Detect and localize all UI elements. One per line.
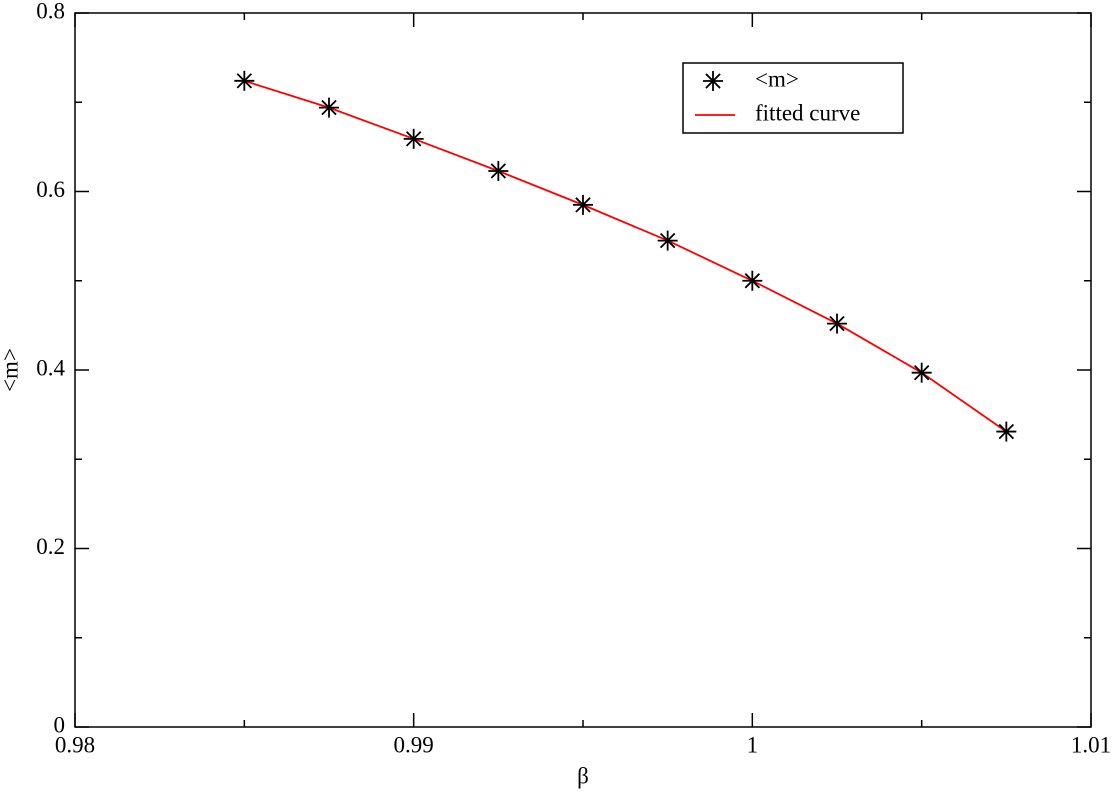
y-tick-label: 0.4	[36, 355, 65, 380]
x-tick-label: 1	[747, 732, 759, 757]
y-tick-label: 0	[54, 712, 66, 737]
star-stroke	[744, 273, 761, 289]
star-marker	[319, 97, 339, 118]
star-stroke	[998, 423, 1015, 440]
fit-line	[244, 79, 1007, 433]
star-marker	[742, 270, 763, 291]
y-tick-label: 0.2	[36, 534, 65, 559]
legend-label: <m>	[755, 66, 799, 91]
star-marker	[657, 230, 678, 251]
star-stroke	[405, 131, 422, 147]
star-stroke	[913, 364, 930, 381]
y-tick-label: 0.6	[36, 177, 65, 202]
y-tick-label: 0.8	[36, 0, 65, 23]
star-marker	[996, 421, 1017, 442]
x-tick-label: 0.99	[394, 732, 434, 757]
star-stroke	[236, 73, 253, 89]
star-marker	[403, 128, 424, 149]
x-tick-label: 1.01	[1071, 732, 1111, 757]
star-stroke	[705, 73, 721, 89]
star-marker	[911, 362, 932, 383]
star-stroke	[321, 99, 337, 116]
star-stroke	[659, 232, 676, 249]
y-axis-title: <m>	[0, 348, 22, 392]
star-marker	[827, 313, 847, 334]
plot-frame	[74, 12, 1092, 728]
star-stroke	[575, 197, 591, 213]
x-axis-title: β	[577, 763, 589, 788]
star-marker	[703, 71, 723, 91]
star-stroke	[829, 315, 845, 332]
star-marker	[488, 160, 509, 181]
star-marker	[234, 70, 255, 91]
legend-label: fitted curve	[755, 100, 860, 125]
star-marker	[573, 194, 593, 215]
star-stroke	[490, 163, 507, 179]
x-tick-label: 0.98	[55, 732, 95, 757]
